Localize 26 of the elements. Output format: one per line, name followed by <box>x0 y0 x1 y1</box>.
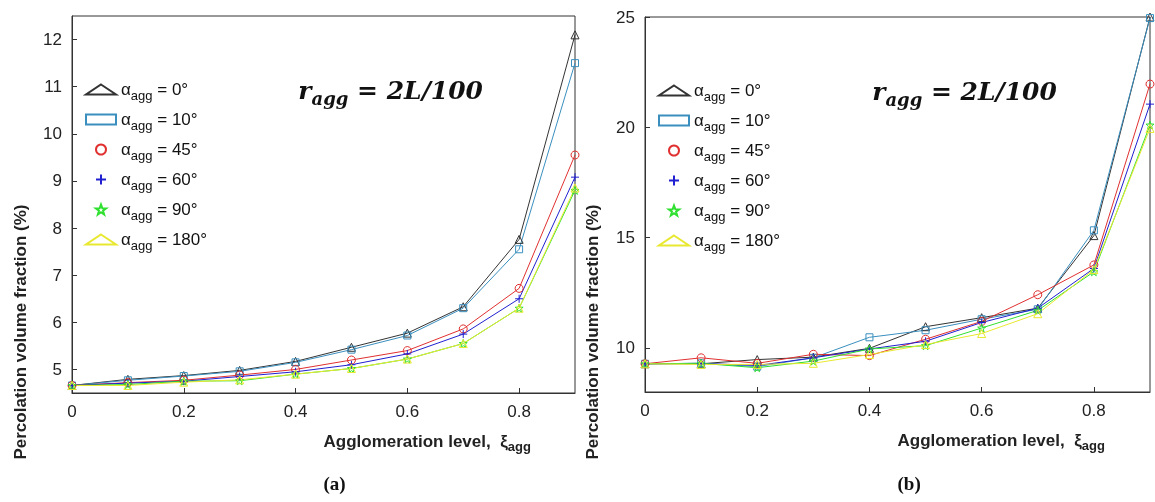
x-tick-label: 0 <box>640 401 650 420</box>
y-tick-label: 15 <box>616 228 635 248</box>
x-tick-label: 0 <box>67 402 77 421</box>
y-tick-label: 8 <box>52 218 62 238</box>
y-tick-label: 12 <box>43 30 62 50</box>
y-tick-label: 25 <box>616 7 635 27</box>
y-axis-title: Percolation volume fraction (%) <box>583 204 602 460</box>
y-tick-label: 10 <box>43 124 62 144</box>
x-tick-label: 0.8 <box>1082 401 1106 420</box>
x-tick-label: 0.2 <box>745 401 770 420</box>
y-tick-label: 7 <box>52 265 62 285</box>
x-tick-label: 0.2 <box>171 402 196 421</box>
text: (b) <box>897 473 921 495</box>
x-tick-label: 0.4 <box>283 402 308 421</box>
y-axis-title: Percolation volume fraction (%) <box>11 204 30 460</box>
x-tick-label: 0.6 <box>969 401 994 420</box>
x-tick-label: 0.4 <box>857 401 882 420</box>
y-tick-label: 6 <box>52 312 62 332</box>
x-tick-label: 0.8 <box>507 402 531 421</box>
y-tick-label: 11 <box>44 77 62 97</box>
y-tick-label: 9 <box>52 171 62 191</box>
x-tick-label: 0.6 <box>395 402 420 421</box>
y-tick-label: 10 <box>616 338 635 358</box>
y-tick-label: 20 <box>616 117 635 137</box>
text: (a) <box>323 473 346 495</box>
y-tick-label: 5 <box>52 359 62 379</box>
